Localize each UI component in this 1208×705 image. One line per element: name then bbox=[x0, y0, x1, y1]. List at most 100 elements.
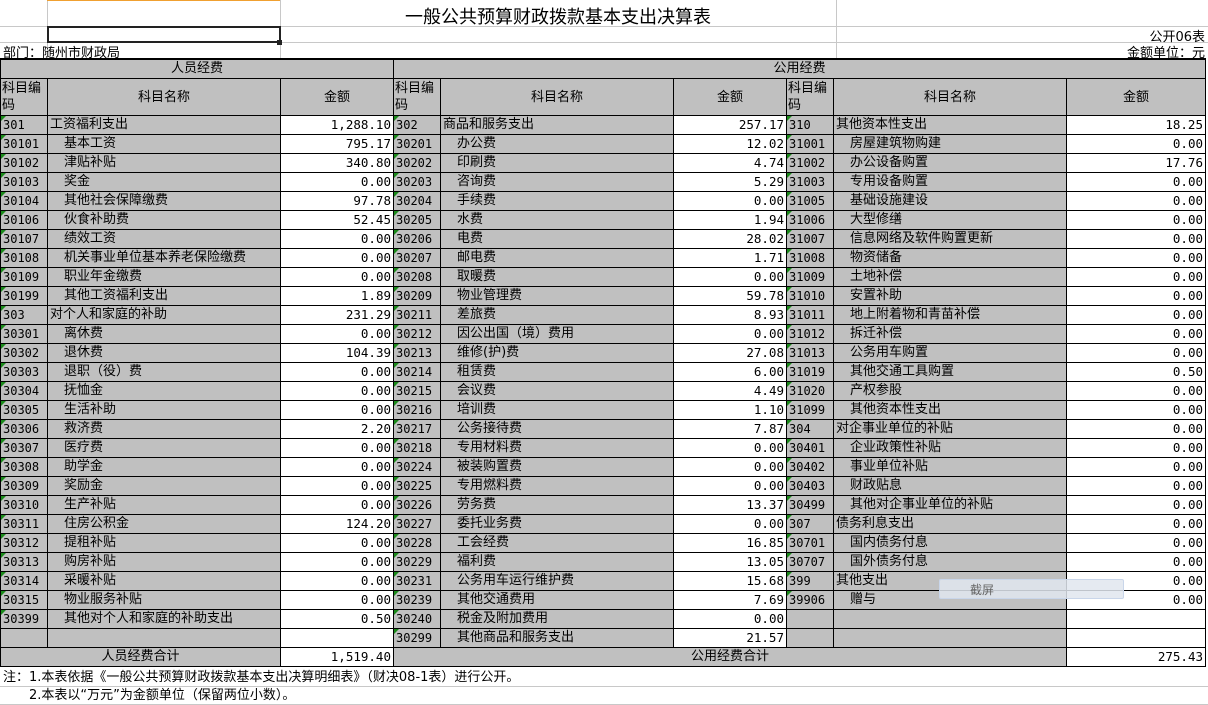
subject-code-cell[interactable] bbox=[786, 628, 834, 648]
subject-code-cell[interactable]: 30207 bbox=[393, 248, 441, 268]
amount-cell[interactable]: 12.02 bbox=[673, 134, 787, 154]
amount-cell[interactable]: 0.00 bbox=[1066, 305, 1206, 325]
amount-cell[interactable]: 8.93 bbox=[673, 305, 787, 325]
subject-code-cell[interactable]: 30228 bbox=[393, 533, 441, 553]
subject-name-cell[interactable]: 会议费 bbox=[440, 381, 674, 401]
subject-name-cell[interactable]: 生产补贴 bbox=[47, 495, 281, 515]
subject-code-cell[interactable]: 31009 bbox=[786, 267, 834, 287]
amount-cell[interactable]: 1.71 bbox=[673, 248, 787, 268]
subject-name-cell[interactable]: 信息网络及软件购置更新 bbox=[833, 229, 1067, 249]
amount-cell[interactable]: 0.00 bbox=[1066, 381, 1206, 401]
subject-code-cell[interactable]: 30499 bbox=[786, 495, 834, 515]
amount-cell[interactable]: 104.39 bbox=[280, 343, 394, 363]
subject-code-cell[interactable]: 30203 bbox=[393, 172, 441, 192]
subject-name-cell[interactable]: 奖励金 bbox=[47, 476, 281, 496]
amount-cell[interactable]: 52.45 bbox=[280, 210, 394, 230]
subject-code-cell[interactable]: 30227 bbox=[393, 514, 441, 534]
subject-code-cell[interactable]: 30299 bbox=[393, 628, 441, 648]
subject-code-cell[interactable]: 31003 bbox=[786, 172, 834, 192]
amount-cell[interactable]: 0.00 bbox=[1066, 514, 1206, 534]
amount-cell[interactable]: 0.00 bbox=[1066, 495, 1206, 515]
subject-code-cell[interactable]: 301 bbox=[0, 115, 48, 135]
amount-cell[interactable]: 0.00 bbox=[280, 229, 394, 249]
subject-name-cell[interactable]: 国外债务付息 bbox=[833, 552, 1067, 572]
subject-name-cell[interactable]: 债务利息支出 bbox=[833, 514, 1067, 534]
amount-cell[interactable]: 0.00 bbox=[280, 571, 394, 591]
amount-cell[interactable]: 13.37 bbox=[673, 495, 787, 515]
subject-name-cell[interactable]: 培训费 bbox=[440, 400, 674, 420]
subject-name-cell[interactable]: 离休费 bbox=[47, 324, 281, 344]
subject-name-cell[interactable]: 办公设备购置 bbox=[833, 153, 1067, 173]
subject-code-cell[interactable]: 30402 bbox=[786, 457, 834, 477]
subject-code-cell[interactable]: 30403 bbox=[786, 476, 834, 496]
amount-cell[interactable]: 0.00 bbox=[1066, 419, 1206, 439]
subject-name-cell[interactable]: 公务用车运行维护费 bbox=[440, 571, 674, 591]
subject-name-cell[interactable]: 其他资本性支出 bbox=[833, 400, 1067, 420]
subject-name-cell[interactable]: 咨询费 bbox=[440, 172, 674, 192]
amount-cell[interactable]: 7.69 bbox=[673, 590, 787, 610]
amount-cell[interactable]: 2.20 bbox=[280, 419, 394, 439]
subject-code-cell[interactable]: 302 bbox=[393, 115, 441, 135]
subject-code-cell[interactable]: 30201 bbox=[393, 134, 441, 154]
subject-code-cell[interactable]: 31013 bbox=[786, 343, 834, 363]
subject-name-cell[interactable]: 生活补助 bbox=[47, 400, 281, 420]
amount-cell[interactable]: 0.00 bbox=[673, 267, 787, 287]
subject-code-cell[interactable]: 30102 bbox=[0, 153, 48, 173]
amount-cell[interactable]: 7.87 bbox=[673, 419, 787, 439]
subject-name-cell[interactable]: 房屋建筑物购建 bbox=[833, 134, 1067, 154]
subject-code-cell[interactable]: 30239 bbox=[393, 590, 441, 610]
amount-cell[interactable]: 0.00 bbox=[1066, 343, 1206, 363]
subject-code-cell[interactable]: 30215 bbox=[393, 381, 441, 401]
subject-name-cell[interactable]: 救济费 bbox=[47, 419, 281, 439]
subject-name-cell[interactable]: 因公出国（境）费用 bbox=[440, 324, 674, 344]
amount-cell[interactable]: 0.00 bbox=[673, 191, 787, 211]
subject-name-cell[interactable]: 采暖补贴 bbox=[47, 571, 281, 591]
amount-cell[interactable]: 16.85 bbox=[673, 533, 787, 553]
subject-code-cell[interactable]: 30308 bbox=[0, 457, 48, 477]
amount-cell[interactable]: 0.50 bbox=[1066, 362, 1206, 382]
amount-cell[interactable]: 0.00 bbox=[1066, 533, 1206, 553]
amount-cell[interactable]: 0.00 bbox=[280, 590, 394, 610]
subject-name-cell[interactable]: 机关事业单位基本养老保险缴费 bbox=[47, 248, 281, 268]
subject-name-cell[interactable]: 对企事业单位的补贴 bbox=[833, 419, 1067, 439]
subject-name-cell[interactable]: 国内债务付息 bbox=[833, 533, 1067, 553]
subject-name-cell[interactable]: 退休费 bbox=[47, 343, 281, 363]
subject-name-cell[interactable]: 绩效工资 bbox=[47, 229, 281, 249]
subject-code-cell[interactable]: 31006 bbox=[786, 210, 834, 230]
subject-name-cell[interactable]: 企业政策性补贴 bbox=[833, 438, 1067, 458]
subject-code-cell[interactable]: 303 bbox=[0, 305, 48, 325]
subject-code-cell[interactable]: 30104 bbox=[0, 191, 48, 211]
subject-code-cell[interactable]: 30401 bbox=[786, 438, 834, 458]
subject-code-cell[interactable]: 30107 bbox=[0, 229, 48, 249]
amount-cell[interactable]: 1.89 bbox=[280, 286, 394, 306]
amount-cell[interactable] bbox=[280, 628, 394, 648]
amount-cell[interactable]: 0.00 bbox=[280, 267, 394, 287]
subject-name-cell[interactable] bbox=[833, 609, 1067, 629]
subject-name-cell[interactable] bbox=[47, 628, 281, 648]
amount-cell[interactable]: 1,288.10 bbox=[280, 115, 394, 135]
subject-code-cell[interactable]: 30229 bbox=[393, 552, 441, 572]
amount-cell[interactable]: 0.00 bbox=[1066, 400, 1206, 420]
subject-code-cell[interactable]: 30212 bbox=[393, 324, 441, 344]
subject-name-cell[interactable]: 商品和服务支出 bbox=[440, 115, 674, 135]
amount-cell[interactable]: 0.00 bbox=[280, 248, 394, 268]
subject-code-cell[interactable]: 30216 bbox=[393, 400, 441, 420]
subject-code-cell[interactable]: 31012 bbox=[786, 324, 834, 344]
subject-code-cell[interactable]: 30225 bbox=[393, 476, 441, 496]
subject-code-cell[interactable]: 31019 bbox=[786, 362, 834, 382]
subject-name-cell[interactable]: 物业管理费 bbox=[440, 286, 674, 306]
subject-code-cell[interactable]: 30306 bbox=[0, 419, 48, 439]
amount-cell[interactable]: 0.00 bbox=[1066, 476, 1206, 496]
selected-cell[interactable] bbox=[47, 26, 281, 43]
subject-name-cell[interactable]: 维修(护)费 bbox=[440, 343, 674, 363]
amount-cell[interactable]: 1.10 bbox=[673, 400, 787, 420]
subject-code-cell[interactable]: 30213 bbox=[393, 343, 441, 363]
subject-code-cell[interactable]: 30108 bbox=[0, 248, 48, 268]
subject-code-cell[interactable]: 30303 bbox=[0, 362, 48, 382]
subject-name-cell[interactable]: 税金及附加费用 bbox=[440, 609, 674, 629]
amount-cell[interactable]: 0.00 bbox=[280, 495, 394, 515]
subject-code-cell[interactable]: 30231 bbox=[393, 571, 441, 591]
subject-code-cell[interactable]: 31005 bbox=[786, 191, 834, 211]
amount-cell[interactable]: 0.00 bbox=[280, 457, 394, 477]
amount-cell[interactable]: 0.00 bbox=[1066, 229, 1206, 249]
